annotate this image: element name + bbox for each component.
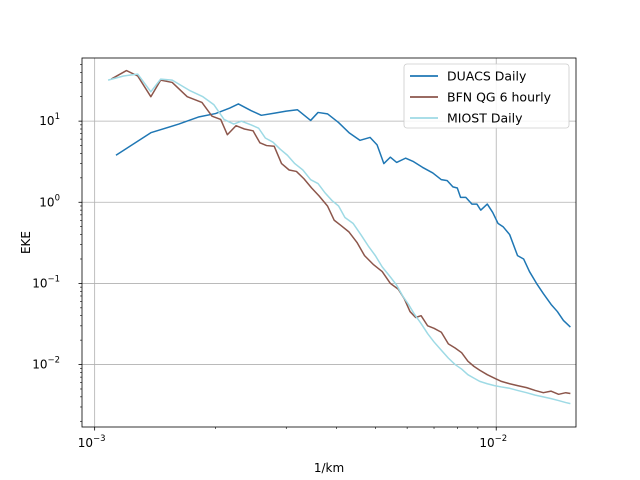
legend: DUACS Daily BFN QG 6 hourly MIOST Daily xyxy=(403,63,570,129)
series-line-duacs-daily xyxy=(115,103,571,328)
legend-label-2: MIOST Daily xyxy=(447,111,523,126)
series-line-bfn-qg-6-hourly xyxy=(110,69,571,396)
legend-box xyxy=(403,63,570,129)
legend-label-0: DUACS Daily xyxy=(447,69,527,84)
legend-label-1: BFN QG 6 hourly xyxy=(447,90,552,105)
y-axis-label: EKE xyxy=(19,231,33,254)
x-axis-label: 1/km xyxy=(314,461,344,475)
series-line-miost-daily xyxy=(107,73,571,405)
series-lines xyxy=(107,69,571,405)
plot-area-frame xyxy=(81,57,577,428)
